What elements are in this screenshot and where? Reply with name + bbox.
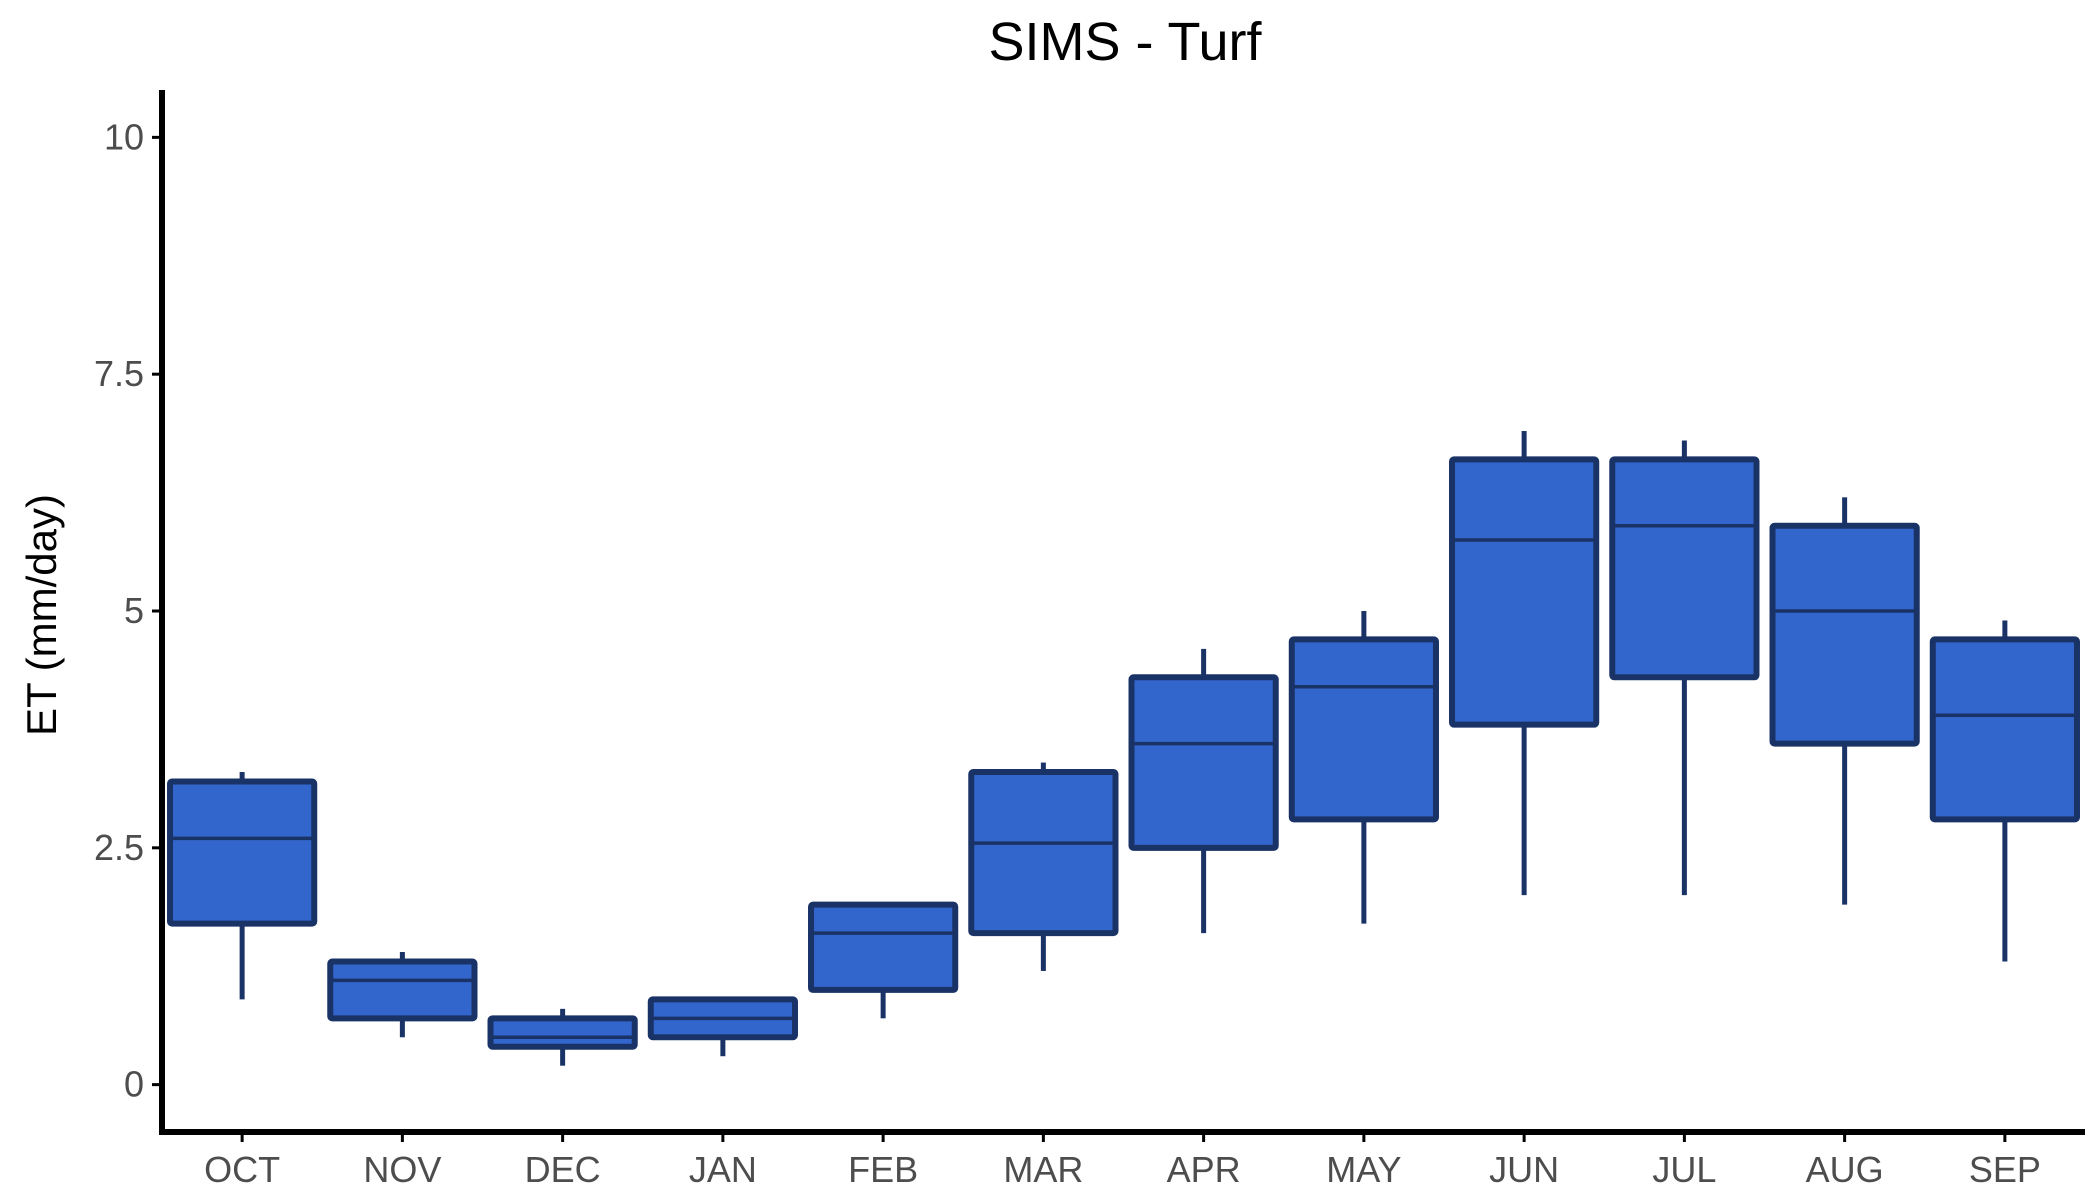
box-body	[808, 901, 959, 993]
box-body	[167, 778, 318, 927]
box-dec	[487, 1008, 638, 1066]
box-body	[487, 1015, 638, 1050]
box-jan	[647, 996, 798, 1057]
plot-area: 0 2.5 5 7.5 10 OCT NOV DEC JAN FEB MAR APR MAY JUN JUL…	[94, 90, 2085, 1190]
x-tick-label: MAR	[1003, 1149, 1083, 1190]
x-tick-label: JUN	[1489, 1149, 1559, 1190]
box-body	[1128, 674, 1279, 851]
box-jun	[1449, 431, 1600, 896]
y-tick-label: 5	[124, 590, 144, 631]
box-body	[1769, 522, 1920, 747]
x-tick-label: FEB	[848, 1149, 918, 1190]
box-oct	[167, 772, 318, 1000]
y-tick-label: 0	[124, 1064, 144, 1105]
box-mar	[968, 762, 1119, 971]
box-body	[968, 769, 1119, 937]
box-aug	[1769, 497, 1920, 905]
y-axis-label: ET (mm/day)	[18, 494, 65, 736]
box-sep	[1929, 620, 2080, 962]
box-body	[1929, 636, 2080, 823]
x-tick-label: OCT	[204, 1149, 280, 1190]
box-apr	[1128, 648, 1279, 934]
box-body	[327, 958, 478, 1022]
box-feb	[808, 901, 959, 1019]
x-tick-label: JUL	[1652, 1149, 1716, 1190]
box-jul	[1609, 440, 1760, 896]
x-tick-label: DEC	[525, 1149, 601, 1190]
x-tick-label: JAN	[689, 1149, 757, 1190]
x-tick-label: APR	[1167, 1149, 1241, 1190]
x-tick-label: AUG	[1806, 1149, 1884, 1190]
x-tick-label: SEP	[1969, 1149, 2041, 1190]
y-tick-label: 10	[104, 116, 144, 157]
box-body	[1288, 636, 1439, 823]
box-body	[1609, 456, 1760, 681]
box-nov	[327, 952, 478, 1038]
box-may	[1288, 611, 1439, 924]
chart-title: SIMS - Turf	[988, 12, 1262, 72]
x-tick-label: MAY	[1326, 1149, 1401, 1190]
y-tick-label: 2.5	[94, 827, 144, 868]
box-body	[1449, 456, 1600, 728]
x-tick-label: NOV	[363, 1149, 441, 1190]
y-tick-label: 7.5	[94, 353, 144, 394]
